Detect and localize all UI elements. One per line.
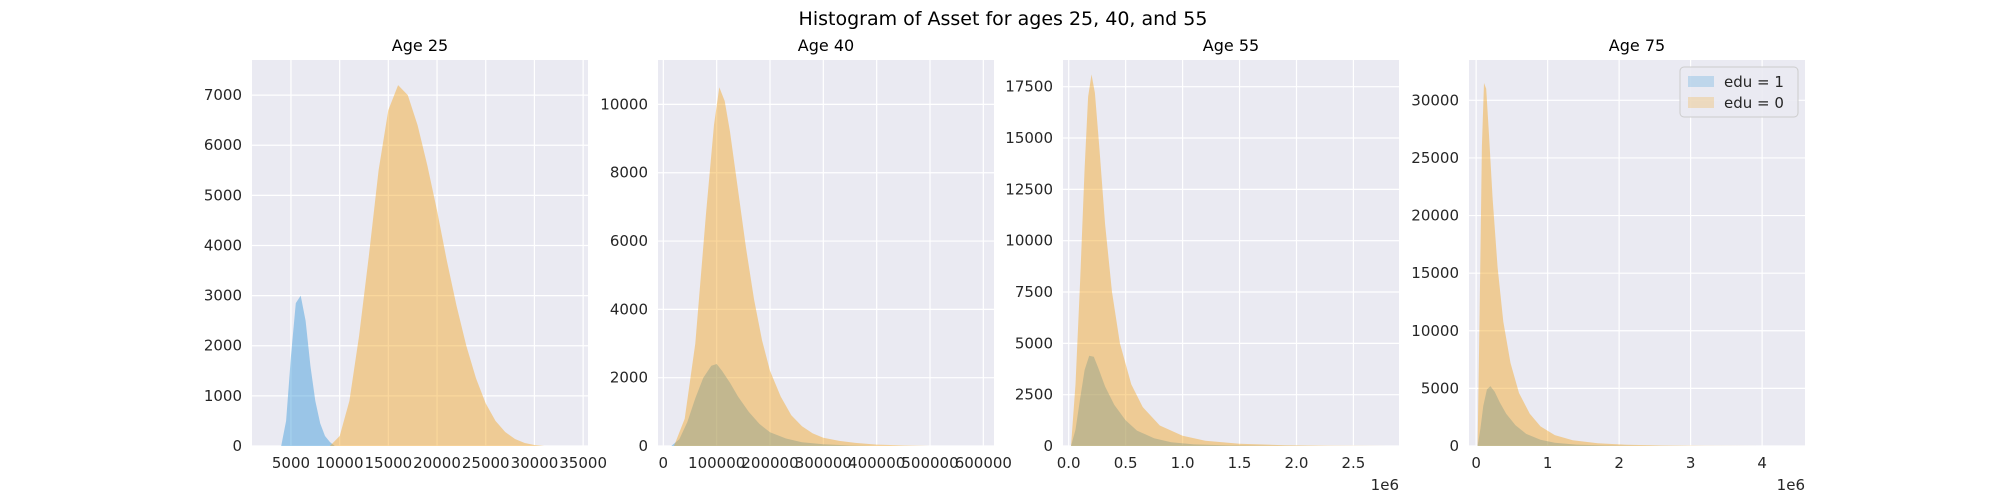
y-tick-label: 5000	[1421, 379, 1459, 397]
panel-title: Age 40	[798, 36, 854, 55]
histogram-series-edu0	[1071, 74, 1388, 447]
x-tick-label: 1.0	[1171, 454, 1195, 472]
x-tick-label: 15000	[364, 454, 412, 472]
histogram-series-edu1	[1071, 355, 1320, 446]
legend-box	[1679, 66, 1799, 118]
legend: edu = 1 edu = 0	[1679, 66, 1799, 118]
figure-suptitle: Histogram of Asset for ages 25, 40, and …	[799, 8, 1208, 30]
y-tick-label: 30000	[1411, 91, 1459, 109]
x-tick-label: 0.5	[1114, 454, 1138, 472]
y-tick-label: 15000	[1005, 129, 1053, 147]
legend-label: edu = 0	[1724, 94, 1784, 112]
panel-title: Age 75	[1609, 36, 1665, 55]
x-tick-label: 0.0	[1057, 454, 1081, 472]
x-tick-label: 4	[1757, 454, 1767, 472]
legend-label: edu = 1	[1724, 73, 1784, 91]
y-tick-label: 0	[232, 437, 242, 455]
panel-title: Age 25	[392, 36, 448, 55]
histogram-panel-4: 0 1 2 3 4 0 5000 10000 15000 20000 25000 30000 Age 7…	[1411, 36, 1805, 494]
x-axis-multiplier: 1e6	[1777, 476, 1805, 494]
y-tick-label: 0	[1449, 437, 1459, 455]
y-tick-label: 2500	[1015, 386, 1053, 404]
x-tick-label: 100000	[688, 454, 745, 472]
x-tick-label: 1.5	[1228, 454, 1252, 472]
y-tick-label: 6000	[204, 136, 242, 154]
y-tick-label: 7500	[1015, 283, 1053, 301]
y-tick-label: 4000	[204, 236, 242, 254]
x-tick-label: 1	[1543, 454, 1553, 472]
x-tick-label: 0	[1471, 454, 1481, 472]
y-tick-label: 10000	[1005, 232, 1053, 250]
histogram-series-edu0	[329, 85, 545, 446]
x-tick-label: 2.0	[1285, 454, 1309, 472]
y-tick-label: 7000	[204, 86, 242, 104]
y-tick-label: 1000	[204, 387, 242, 405]
y-tick-label: 3000	[204, 287, 242, 305]
legend-swatch	[1688, 97, 1714, 108]
y-tick-label: 17500	[1005, 78, 1053, 96]
x-axis-multiplier: 1e6	[1371, 476, 1399, 494]
histogram-series-edu0	[1477, 83, 1763, 446]
panel-title: Age 55	[1203, 36, 1259, 55]
histogram-series-edu1	[281, 295, 335, 446]
x-tick-label: 200000	[741, 454, 798, 472]
x-tick-label: 600000	[955, 454, 1012, 472]
legend-swatch	[1688, 76, 1714, 87]
y-tick-label: 6000	[610, 232, 648, 250]
histogram-series-edu1	[671, 364, 877, 446]
x-tick-label: 3	[1686, 454, 1696, 472]
y-tick-label: 0	[638, 437, 648, 455]
y-tick-label: 10000	[1411, 322, 1459, 340]
histogram-series-edu0	[674, 87, 930, 447]
x-tick-label: 35000	[559, 454, 607, 472]
plot-area	[252, 60, 588, 446]
x-tick-label: 2	[1614, 454, 1624, 472]
y-tick-label: 8000	[610, 164, 648, 182]
y-tick-label: 5000	[1015, 334, 1053, 352]
histogram-series-edu1	[1477, 386, 1691, 446]
histogram-panel-1: 5000 10000 15000 20000 25000 30000 35000 0 1000 2…	[204, 36, 607, 472]
plot-area	[1063, 60, 1399, 446]
x-tick-label: 500000	[901, 454, 958, 472]
y-tick-label: 2000	[610, 369, 648, 387]
y-tick-label: 12500	[1005, 180, 1053, 198]
x-tick-label: 30000	[511, 454, 559, 472]
x-tick-label: 25000	[462, 454, 510, 472]
y-tick-label: 4000	[610, 300, 648, 318]
histogram-panel-3: 0.0 0.5 1.0 1.5 2.0 2.5 0 2500 5000 7500 10000 1250…	[1005, 36, 1399, 494]
y-tick-label: 20000	[1411, 207, 1459, 225]
y-tick-label: 15000	[1411, 264, 1459, 282]
y-tick-label: 2000	[204, 337, 242, 355]
x-tick-label: 5000	[272, 454, 310, 472]
x-tick-label: 0	[659, 454, 669, 472]
x-tick-label: 2.5	[1342, 454, 1366, 472]
x-tick-label: 400000	[848, 454, 905, 472]
plot-area	[658, 60, 994, 446]
x-tick-label: 10000	[316, 454, 364, 472]
y-tick-label: 25000	[1411, 149, 1459, 167]
y-tick-label: 10000	[600, 95, 648, 113]
y-tick-label: 0	[1043, 437, 1053, 455]
x-tick-label: 300000	[795, 454, 852, 472]
plot-area	[1469, 60, 1805, 446]
x-tick-label: 20000	[413, 454, 461, 472]
y-tick-label: 5000	[204, 186, 242, 204]
